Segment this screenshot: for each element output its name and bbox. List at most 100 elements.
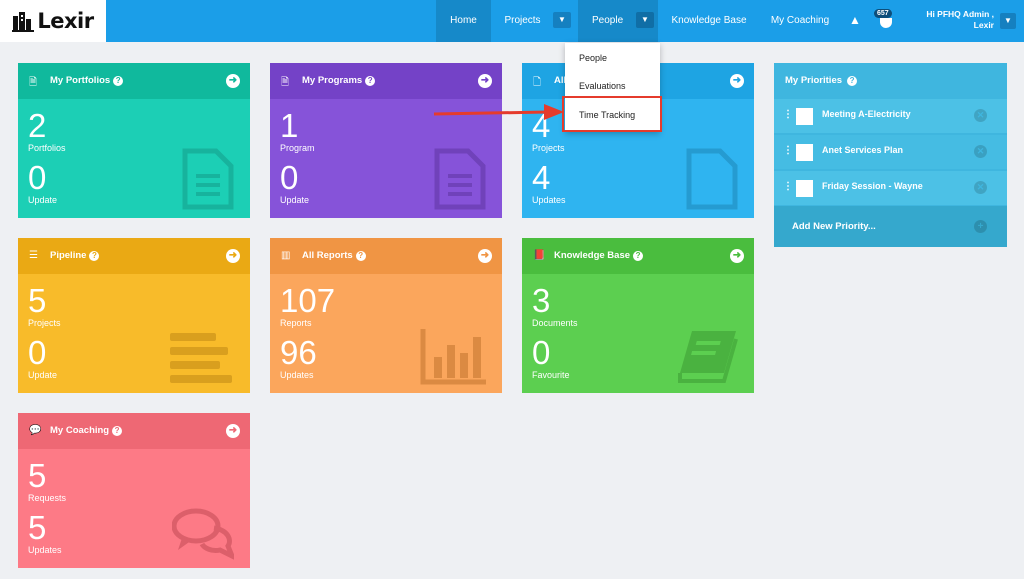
bar-chart-icon: ▥	[281, 250, 291, 261]
stat-primary-label: Projects	[532, 143, 565, 153]
nav-knowledge-base[interactable]: Knowledge Base	[671, 15, 747, 26]
plus-icon[interactable]: +	[974, 220, 987, 233]
priority-checkbox[interactable]	[796, 144, 813, 161]
stat-primary-label: Program	[280, 143, 315, 153]
people-dropdown: People Evaluations Time Tracking	[565, 43, 660, 132]
card-my-programs[interactable]: 🗎 My Programs? ➜ 1 Program 0 Update	[270, 63, 502, 218]
my-priorities-panel: My Priorities? ⋮ Meeting A-Electricity ✕…	[774, 63, 1007, 247]
card-my-portfolios[interactable]: 🗎 My Portfolios? ➜ 2 Portfolios 0 Update	[18, 63, 250, 218]
arrow-right-icon[interactable]: ➜	[226, 74, 240, 88]
shield-icon	[880, 18, 892, 28]
card-title: Knowledge Base?	[554, 238, 644, 274]
priorities-title: My Priorities?	[785, 63, 858, 99]
warning-icon[interactable]: ▲	[849, 13, 861, 27]
list-icon	[170, 333, 232, 383]
file-icon	[686, 148, 738, 210]
nav-my-coaching[interactable]: My Coaching	[770, 15, 830, 26]
card-header: 💬 My Coaching? ➜	[18, 413, 250, 449]
card-title: My Programs?	[302, 63, 376, 99]
dropdown-item-evaluations[interactable]: Evaluations	[579, 81, 626, 91]
help-icon[interactable]: ?	[112, 426, 123, 436]
stat-secondary: 5	[28, 509, 47, 546]
card-knowledge-base[interactable]: 📕 Knowledge Base? ➜ 3 Documents 0 Favour…	[522, 238, 754, 393]
card-header: ☰ Pipeline? ➜	[18, 238, 250, 274]
card-header: 🗎 My Portfolios? ➜	[18, 63, 250, 99]
priority-text: Anet Services Plan	[822, 145, 904, 155]
greeting-org: Lexir	[973, 20, 994, 30]
arrow-right-icon[interactable]: ➜	[226, 249, 240, 263]
dropdown-item-people[interactable]: People	[579, 53, 608, 63]
stat-secondary-label: Update	[280, 195, 310, 205]
brand-logo[interactable]: Lexir	[0, 0, 106, 42]
nav-home[interactable]: Home	[436, 0, 491, 42]
building-icon	[12, 12, 35, 32]
book-icon: 📕	[533, 250, 546, 261]
notifications[interactable]: 657	[874, 9, 898, 31]
drag-handle-icon[interactable]: ⋮	[783, 145, 793, 156]
card-my-coaching[interactable]: 💬 My Coaching? ➜ 5 Requests 5 Updates	[18, 413, 250, 568]
card-all-reports[interactable]: ▥ All Reports? ➜ 107 Reports 96 Updates	[270, 238, 502, 393]
dropdown-item-time-tracking[interactable]: Time Tracking	[579, 110, 636, 120]
help-icon[interactable]: ?	[365, 76, 376, 86]
card-title-text: All Reports	[302, 250, 353, 261]
priority-checkbox[interactable]	[796, 180, 813, 197]
stat-secondary-label: Updates	[280, 370, 314, 380]
add-priority-button[interactable]: Add New Priority... +	[774, 206, 1007, 247]
list-icon: ☰	[29, 250, 38, 261]
stat-primary: 3	[532, 282, 551, 319]
notification-count: 657	[874, 9, 892, 18]
help-icon[interactable]: ?	[113, 76, 124, 86]
stat-secondary: 0	[532, 334, 551, 371]
stat-secondary-label: Update	[28, 195, 58, 205]
stat-primary-label: Requests	[28, 493, 67, 503]
drag-handle-icon[interactable]: ⋮	[783, 181, 793, 192]
stat-primary-label: Documents	[532, 318, 578, 328]
card-title-text: My Programs	[302, 75, 363, 86]
time-tracking-highlight	[562, 96, 662, 132]
card-header: 📕 Knowledge Base? ➜	[522, 238, 754, 274]
projects-caret-icon[interactable]: ▼	[553, 12, 571, 28]
document-icon: 🗎	[281, 77, 290, 88]
stat-secondary-label: Update	[28, 370, 58, 380]
stat-secondary-label: Favourite	[532, 370, 570, 380]
stat-secondary-label: Updates	[532, 195, 566, 205]
arrow-right-icon[interactable]: ➜	[730, 249, 744, 263]
priority-item[interactable]: ⋮ Anet Services Plan ✕	[774, 135, 1007, 169]
arrow-right-icon[interactable]: ➜	[478, 74, 492, 88]
stat-secondary: 0	[280, 159, 299, 196]
chat-icon: 💬	[29, 425, 42, 436]
remove-icon[interactable]: ✕	[974, 109, 987, 122]
stat-secondary: 0	[28, 159, 47, 196]
greeting-name: Hi PFHQ Admin ,	[926, 9, 994, 19]
user-menu-caret-icon[interactable]: ▼	[1000, 13, 1016, 29]
help-icon[interactable]: ?	[355, 251, 366, 261]
arrow-right-icon[interactable]: ➜	[478, 249, 492, 263]
add-priority-label: Add New Priority...	[792, 221, 876, 232]
arrow-right-icon[interactable]: ➜	[226, 424, 240, 438]
help-icon[interactable]: ?	[89, 251, 100, 261]
people-caret-icon[interactable]: ▼	[636, 12, 654, 28]
card-title-text: My Portfolios	[50, 75, 111, 86]
brand-name: Lexir	[37, 9, 94, 33]
priority-item[interactable]: ⋮ Meeting A-Electricity ✕	[774, 99, 1007, 133]
priority-text: Meeting A-Electricity	[822, 109, 911, 119]
user-greeting[interactable]: Hi PFHQ Admin , Lexir	[900, 9, 994, 31]
remove-icon[interactable]: ✕	[974, 145, 987, 158]
priority-checkbox[interactable]	[796, 108, 813, 125]
card-header: ▥ All Reports? ➜	[270, 238, 502, 274]
help-icon[interactable]: ?	[847, 76, 858, 86]
stat-primary: 107	[280, 282, 336, 319]
arrow-right-icon[interactable]: ➜	[730, 74, 744, 88]
stat-primary: 5	[28, 282, 47, 319]
stat-secondary: 4	[532, 159, 551, 196]
nav-projects[interactable]: Projects	[504, 15, 541, 26]
help-icon[interactable]: ?	[633, 251, 644, 261]
book-icon	[678, 331, 738, 383]
nav-people[interactable]: People	[578, 0, 658, 42]
document-icon	[182, 148, 234, 210]
card-pipeline[interactable]: ☰ Pipeline? ➜ 5 Projects 0 Update	[18, 238, 250, 393]
drag-handle-icon[interactable]: ⋮	[783, 109, 793, 120]
priority-item[interactable]: ⋮ Friday Session - Wayne ✕	[774, 171, 1007, 205]
stat-primary-label: Portfolios	[28, 143, 66, 153]
remove-icon[interactable]: ✕	[974, 181, 987, 194]
